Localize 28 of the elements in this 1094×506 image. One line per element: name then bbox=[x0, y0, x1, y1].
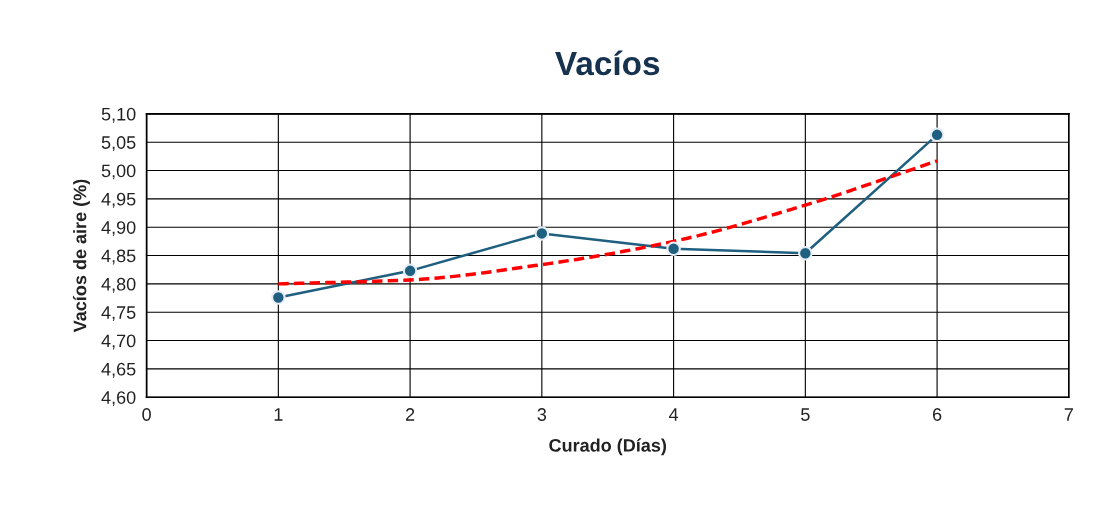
y-tick-label: 4,70 bbox=[101, 334, 136, 350]
point bbox=[402, 263, 418, 279]
y-tick-label: 5,00 bbox=[101, 164, 136, 180]
y-tick-label: 4,65 bbox=[101, 362, 136, 378]
x-tick-label: 4 bbox=[668, 408, 679, 421]
x-tick-label: 1 bbox=[274, 408, 283, 421]
x-tick-label: 5 bbox=[801, 408, 810, 421]
x-axis-title: Curado (Días) bbox=[549, 438, 667, 456]
x-tick-label: 0 bbox=[142, 408, 151, 421]
y-axis-title: Vacíos de aire (%) bbox=[72, 179, 90, 333]
y-tick-label: 4,85 bbox=[101, 249, 136, 265]
x-tick-label: 3 bbox=[537, 408, 547, 421]
x-tick-label: 7 bbox=[1064, 408, 1073, 421]
x-tick-label: 2 bbox=[405, 408, 415, 421]
chart-title: Vacíos bbox=[555, 50, 660, 76]
point bbox=[929, 127, 945, 143]
point bbox=[271, 290, 286, 305]
y-tick-label: 4,95 bbox=[101, 192, 136, 208]
y-tick-label: 5,10 bbox=[101, 107, 136, 123]
point bbox=[666, 241, 681, 257]
point bbox=[798, 245, 813, 261]
y-tick-label: 4,80 bbox=[101, 277, 136, 293]
y-tick-label: 4,75 bbox=[101, 306, 136, 322]
point bbox=[534, 226, 550, 241]
y-tick-label: 5,05 bbox=[101, 136, 136, 152]
y-tick-label: 4,60 bbox=[101, 391, 136, 407]
y-tick-label: 4,90 bbox=[101, 221, 136, 237]
x-tick-label: 6 bbox=[932, 408, 942, 421]
